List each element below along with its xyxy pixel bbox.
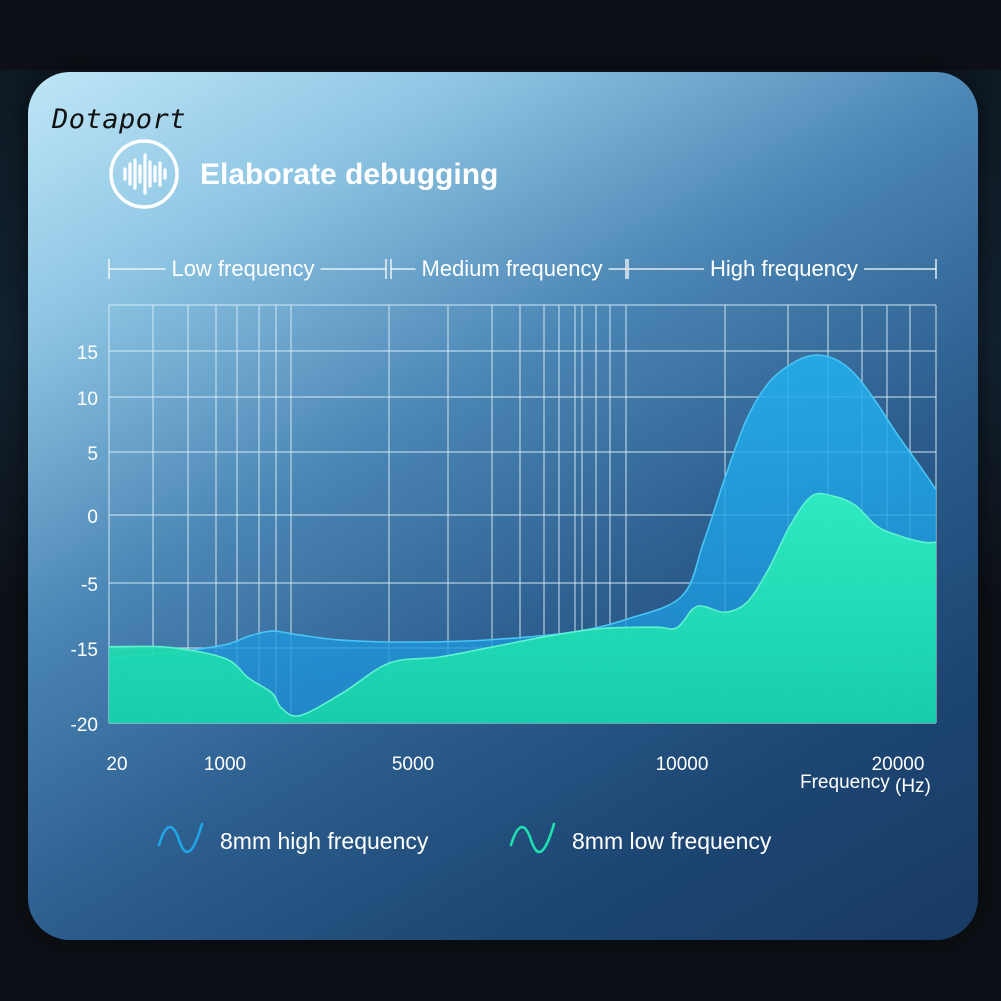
y-tick-label: -20 xyxy=(71,715,98,736)
y-tick-label: 10 xyxy=(77,389,98,410)
y-tick-label: -5 xyxy=(81,575,98,596)
band-label-1: Medium frequency xyxy=(422,256,603,281)
chart-series xyxy=(109,354,937,723)
sound-wave-icon xyxy=(109,139,179,209)
x-axis-label: Frequency xyxy=(800,772,890,793)
legend-item-low: 8mm low frequency xyxy=(508,820,828,860)
x-axis-unit: (Hz) xyxy=(895,776,931,797)
legend-label: 8mm high frequency xyxy=(220,828,429,854)
wave-icon xyxy=(509,822,556,854)
page-title: Elaborate debugging xyxy=(200,158,499,191)
y-tick-label: 5 xyxy=(87,444,98,465)
y-tick-label: -15 xyxy=(71,640,98,661)
wave-icon xyxy=(157,822,204,854)
series-area-low xyxy=(109,493,936,723)
x-tick-label: 20000 xyxy=(872,754,925,775)
x-tick-label: 20 xyxy=(106,754,127,775)
band-label-0: Low frequency xyxy=(171,256,314,281)
legend-label: 8mm low frequency xyxy=(572,828,772,854)
chart-labels: 15 10 5 0 -5 -15 -20 20 1000 5000 10000 20000Freque… xyxy=(71,256,931,797)
x-tick-label: 5000 xyxy=(392,754,434,775)
series-line-high xyxy=(109,354,937,658)
legend-item-high: 8mm high frequency xyxy=(156,820,476,860)
x-tick-label: 1000 xyxy=(204,754,246,775)
x-tick-label: 10000 xyxy=(656,754,709,775)
band-label-2: High frequency xyxy=(710,256,858,281)
frequency-bands xyxy=(108,259,937,279)
y-tick-label: 0 xyxy=(87,507,98,528)
series-line-low xyxy=(109,492,937,717)
brand-logo: Dotaport xyxy=(52,104,187,135)
y-tick-label: 15 xyxy=(77,343,98,364)
